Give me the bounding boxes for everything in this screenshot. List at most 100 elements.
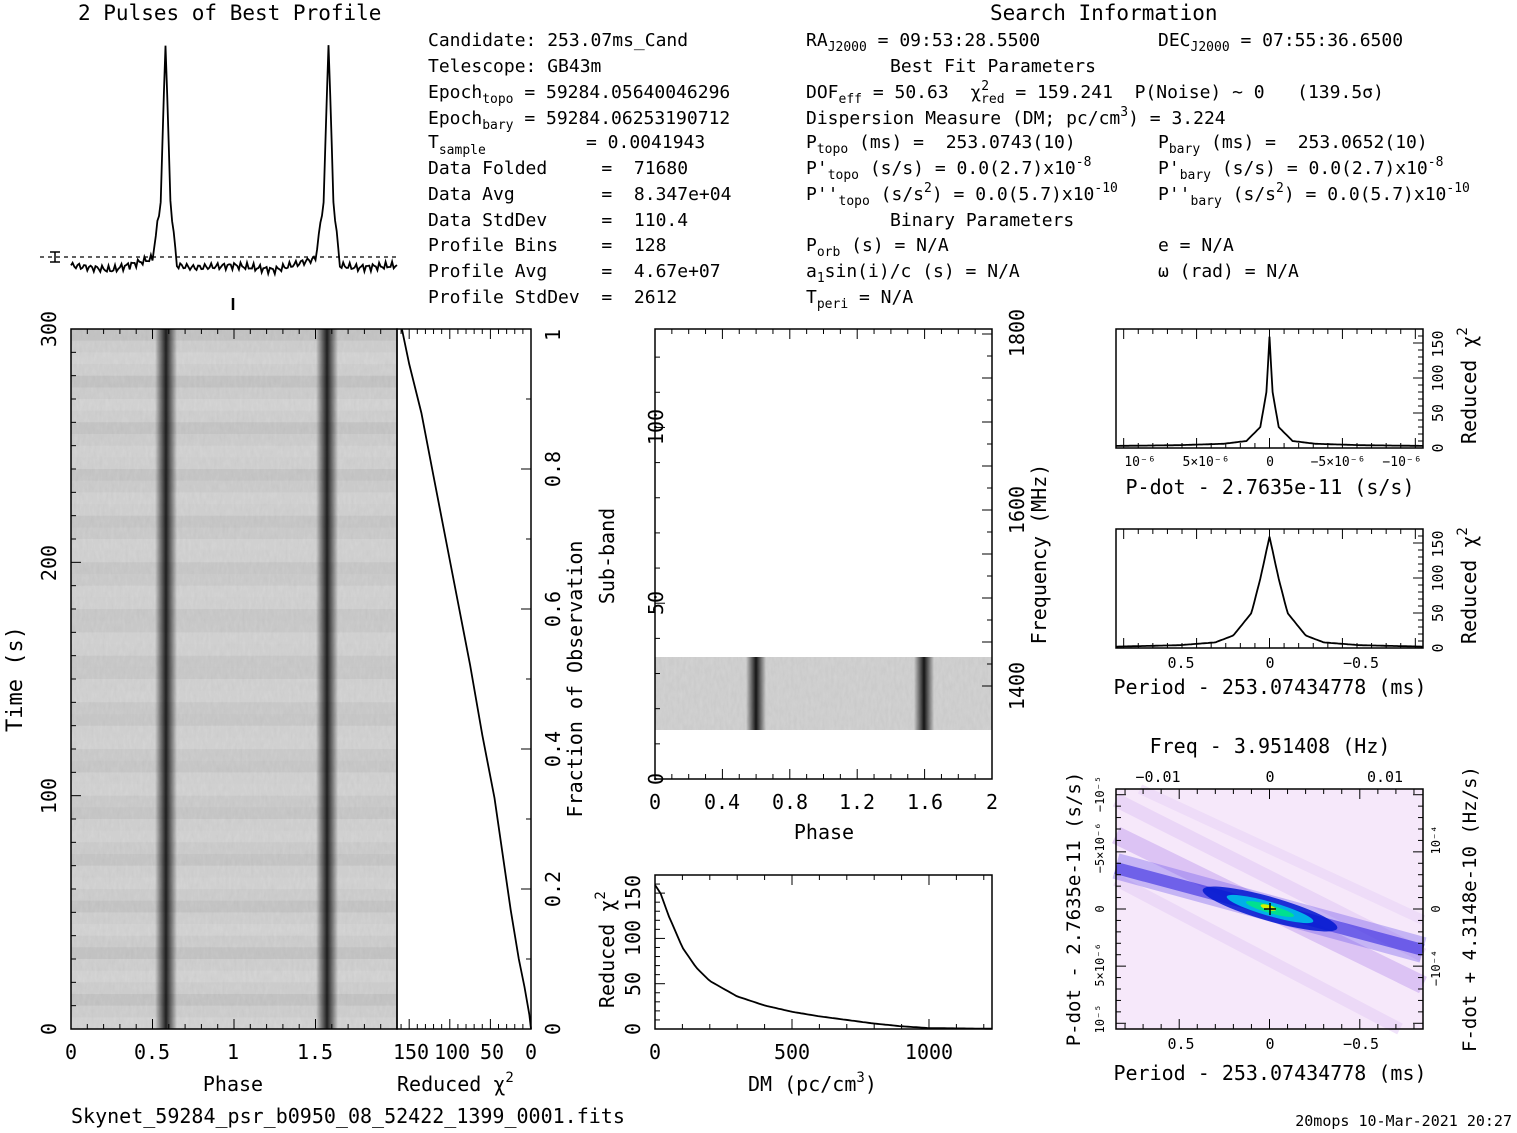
profile-line (70, 45, 398, 278)
sb-xtick-2: 0.8 (772, 790, 808, 814)
tp-xtick-1: 0.5 (134, 1040, 170, 1064)
pp-ytick-0: 10⁻⁵ (1093, 1005, 1107, 1034)
tp-xtick-0: 0 (65, 1040, 77, 1064)
time-phase-row (71, 842, 397, 854)
dec-line: DECJ2000 = 07:55:36.6500 (1158, 30, 1403, 55)
info-middle: RAJ2000 = 09:53:28.5500 Best Fit Paramet… (806, 30, 1384, 312)
pp-xtick-0: 0.5 (1167, 1035, 1194, 1053)
dm-xtick-0: 0 (649, 1040, 661, 1064)
time-phase-row (71, 772, 397, 784)
dm-chi2-ticks (654, 875, 985, 1030)
sb-ytick-2: 100 (644, 409, 668, 445)
time-phase-row (71, 1005, 397, 1018)
time-phase-row (71, 865, 397, 878)
pbary-line: Pbary (ms) = 253.0652(10) (1158, 132, 1428, 157)
time-phase-row (71, 515, 397, 528)
pp-xtick-1: 0 (1265, 1035, 1274, 1053)
data-folded-line: Data Folded = 71680 (428, 158, 688, 179)
pp-right-label: F-dot + 4.3148e-10 (Hz/s) (1459, 766, 1481, 1052)
telescope-line: Telescope: GB43m (428, 56, 601, 77)
sb-xlabel: Phase (794, 820, 854, 844)
dm-ytick-3: 150 (621, 875, 645, 911)
time-phase-row (71, 959, 397, 971)
time-phase-row (71, 690, 397, 703)
time-phase-row (71, 994, 397, 1006)
dm-ytick-1: 50 (621, 972, 645, 996)
time-phase-row (71, 889, 397, 901)
time-chi2-panel: 150 100 50 0 Reduced χ2 0 0.2 0.4 0.6 0.… (393, 328, 587, 1096)
time-phase-row (71, 434, 397, 446)
pp-toptick-2: 0.01 (1367, 768, 1403, 786)
pp-crosshair (1264, 903, 1276, 915)
pp-ytick-2: 0 (1093, 905, 1107, 912)
sb-ylabel: Sub-band (595, 508, 619, 604)
subband-noise (655, 657, 992, 730)
time-phase-row (71, 935, 397, 948)
dm-ytick-2: 100 (621, 920, 645, 956)
time-phase-row (71, 795, 397, 808)
dm-line: Dispersion Measure (DM; pc/cm3) = 3.224 (806, 105, 1226, 129)
pd-ytick-2: 100 (1429, 364, 1447, 391)
time-phase-row (71, 410, 397, 423)
sb-right-label: Frequency (MHz) (1027, 464, 1051, 645)
time-phase-row (71, 737, 397, 749)
pdot-chi2-ticks (1123, 329, 1423, 449)
footer-filename: Skynet_59284_psr_b0950_08_52422_1399_000… (71, 1104, 625, 1128)
ra-line: RAJ2000 = 09:53:28.5500 (806, 30, 1040, 55)
pd-xtick-4: −10⁻⁶ (1382, 455, 1421, 470)
sb-rtick-1: 1600 (1005, 486, 1029, 534)
tc-xtick-0: 150 (393, 1040, 429, 1064)
time-phase-row (71, 725, 397, 738)
time-phase-row (71, 912, 397, 924)
tc-right-label: Fraction of Observation (563, 541, 587, 818)
time-phase-row (71, 364, 397, 376)
dm-ylabel: Reduced χ2 (593, 891, 619, 1008)
time-phase-row (71, 760, 397, 773)
time-phase-row (71, 585, 397, 598)
profile-title: 2 Pulses of Best Profile (78, 1, 381, 25)
pd-ytick-1: 50 (1429, 404, 1447, 422)
time-phase-row (71, 562, 397, 574)
profile-avg-line: Profile Avg = 4.67e+07 (428, 261, 721, 282)
pp-rtick-1: 0 (1429, 905, 1443, 912)
pd-xtick-2: 0 (1266, 455, 1274, 470)
tc-rtick-5: 1 (541, 329, 565, 341)
time-phase-row (71, 784, 397, 796)
time-phase-row (71, 352, 397, 364)
pd-xlabel: P-dot - 2.7635e-11 (s/s) (1126, 475, 1415, 499)
pc-ytick-3: 150 (1429, 530, 1447, 557)
a1-line: a1sin(i)/c (s) = N/A (806, 261, 1020, 286)
time-phase-row (71, 970, 397, 983)
time-chi2-line (401, 328, 532, 1030)
time-phase-row (71, 504, 397, 516)
period-chi2-panel: 0.5 0 −0.5 Period - 253.07434778 (ms) 0 … (1113, 527, 1481, 699)
time-phase-row (71, 644, 397, 656)
pp-rtick-0: −10⁻⁴ (1429, 950, 1443, 986)
time-phase-row (71, 574, 397, 586)
time-phase-pulse-2 (316, 329, 338, 1029)
sb-rtick-2: 1800 (1005, 309, 1029, 357)
time-phase-row (71, 550, 397, 563)
subband-phase-panel: 0 0.4 0.8 1.2 1.6 2 Phase 0 50 100 Sub-b… (595, 309, 1051, 844)
pc-ytick-0: 0 (1429, 643, 1447, 652)
tp-ytick-1: 100 (37, 778, 61, 814)
pc-xlabel: Period - 253.07434778 (ms) (1113, 675, 1426, 699)
tc-xtick-3: 0 (525, 1040, 537, 1064)
time-phase-noise (71, 329, 397, 1029)
time-phase-row (71, 714, 397, 726)
tc-rtick-2: 0.4 (541, 731, 565, 767)
tc-rtick-0: 0 (541, 1023, 565, 1035)
binary-heading: Binary Parameters (890, 210, 1074, 231)
tc-rtick-3: 0.6 (541, 591, 565, 627)
best-fit-heading: Best Fit Parameters (890, 56, 1096, 77)
time-phase-row (71, 924, 397, 936)
time-phase-row (71, 702, 397, 714)
time-chi2-ticks (400, 328, 532, 1030)
pp-ytick-1: 5×10⁻⁶ (1093, 943, 1107, 986)
ptopo-line: Ptopo (ms) = 253.0743(10) (806, 132, 1076, 157)
time-phase-row (71, 539, 397, 551)
pp-toptick-0: −0.01 (1135, 768, 1180, 786)
time-phase-row (71, 819, 397, 831)
data-avg-line: Data Avg = 8.347e+04 (428, 184, 731, 205)
pd-ytick-0: 0 (1429, 443, 1447, 452)
